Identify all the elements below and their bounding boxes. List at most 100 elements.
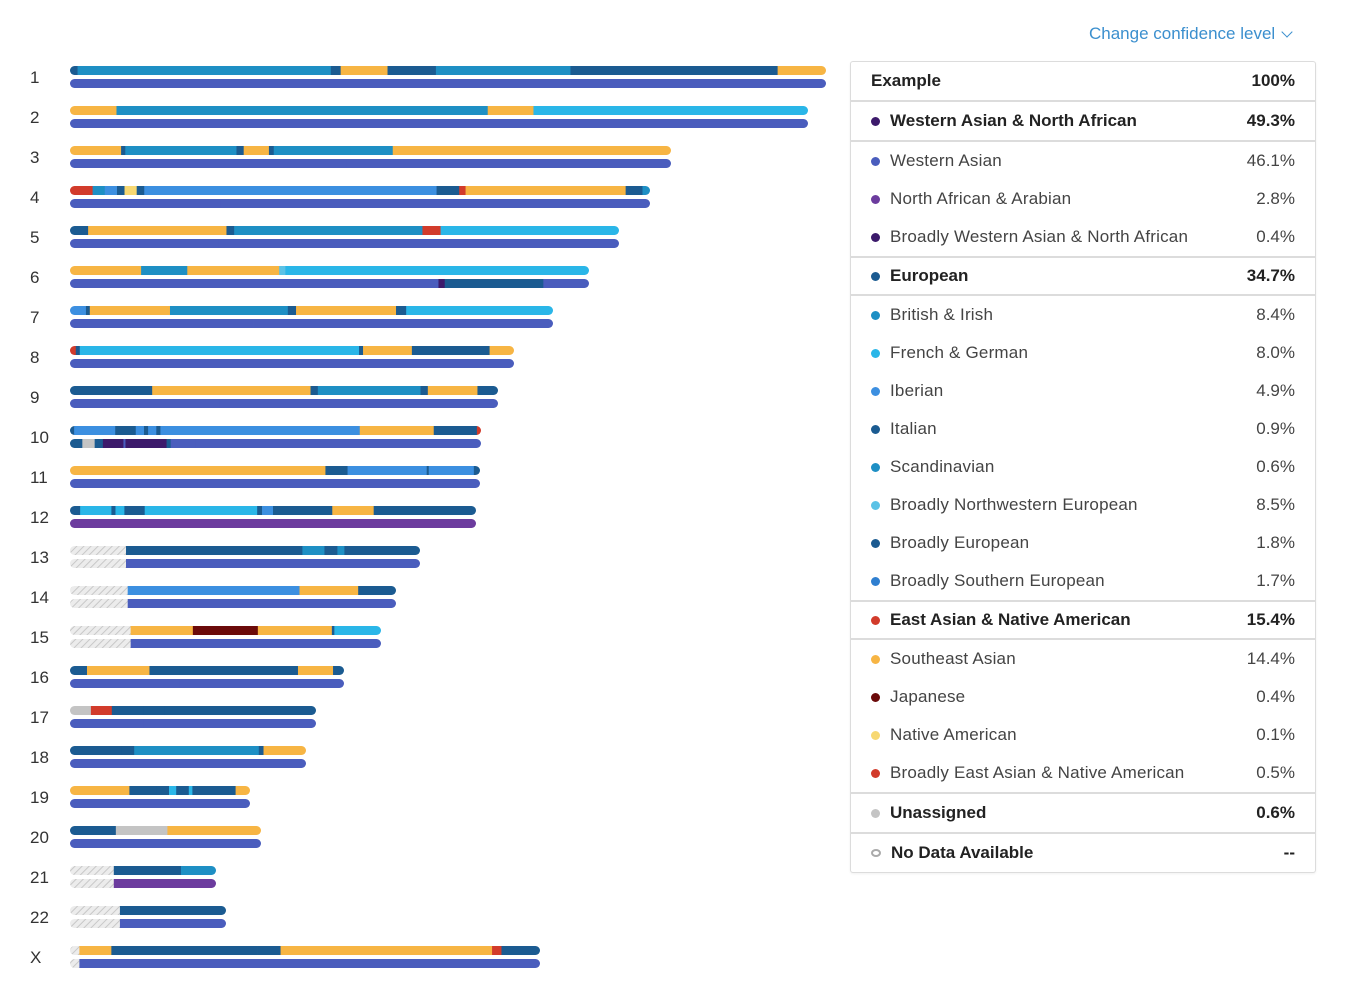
chromosome-copy-top [70,466,480,475]
ancestry-group-percent: -- [1283,843,1295,862]
chromosome-label: 13 [30,548,49,567]
chromosome-copy-bottom [70,159,671,168]
chromosome-20: 20 [30,826,261,848]
ancestry-subgroup-label: Broadly Western Asian & North African [890,227,1189,246]
chromosome-copy-bottom [70,879,216,888]
chromosome-copy-top [70,666,344,675]
ancestry-segment [340,66,388,75]
ancestry-segment [143,706,166,715]
chromosome-5: 5 [30,226,619,248]
ancestry-subgroup-label: French & German [890,343,1029,362]
ancestry-segment [487,106,534,115]
chromosome-copy-top [70,826,261,835]
ancestry-segment [387,66,437,75]
ancestry-group-percent: 15.4% [1246,610,1295,629]
chevron-down-icon [1281,25,1293,38]
ancestry-subgroup-left: Broadly Western Asian & North African [871,227,1188,247]
chromosome-copy-bottom [70,919,226,928]
chromosome-copy-top [70,306,553,315]
ancestry-segment [70,586,129,595]
ancestry-segment [70,839,166,848]
ancestry-subgroup-row[interactable]: North African & Arabian 2.8% [851,180,1315,218]
ancestry-segment [70,479,235,488]
ancestry-subgroup-row[interactable]: Southeast Asian 14.4% [851,640,1315,678]
ancestry-segment [218,386,311,395]
ancestry-segment [126,559,420,568]
ancestry-subgroup-row[interactable]: Iberian 4.9% [851,372,1315,410]
chromosome-copy-bottom [70,599,396,608]
ancestry-segment [297,666,334,675]
ancestry-segment [70,439,83,448]
ancestry-segment [332,506,375,515]
ancestry-subgroup-percent: 2.8% [1256,189,1295,208]
ancestry-subgroup-left: Broadly East Asian & Native American [871,763,1184,783]
ancestry-segment [124,186,138,195]
ancestry-segment [111,706,115,715]
chromosome-copy-bottom [70,239,619,248]
ancestry-segment [350,146,394,155]
chromosome-8: 8 [30,346,514,368]
ancestry-segment [70,279,258,288]
chromosome-label: 7 [30,308,39,327]
ancestry-subgroup-percent: 46.1% [1246,151,1295,170]
ancestry-subgroup-label: Iberian [890,381,944,400]
ancestry-group-row[interactable]: European 34.7% [851,256,1315,296]
color-dot-icon [871,386,880,396]
ancestry-segment [359,426,435,435]
ancestry-subgroup-row[interactable]: Broadly Southern European 1.7% [851,562,1315,600]
ancestry-segment [70,906,121,915]
ancestry-group-label: European [890,266,969,285]
chromosome-copy-top [70,746,306,755]
ancestry-segment [492,946,502,955]
ancestry-group-row[interactable]: East Asian & Native American 15.4% [851,600,1315,640]
ancestry-segment [362,106,489,115]
chromosome-11: 11 [30,466,480,488]
ancestry-subgroup-row[interactable]: Japanese 0.4% [851,678,1315,716]
ancestry-segment [104,186,118,195]
table-header-value: 100% [1251,71,1295,90]
ancestry-segment [435,66,456,75]
ancestry-group-row[interactable]: Unassigned 0.6% [851,792,1315,832]
change-confidence-level-link[interactable]: Change confidence level [1089,24,1293,44]
chromosome-12: 12 [30,506,476,528]
ancestry-subgroup-row[interactable]: Italian 0.9% [851,410,1315,448]
chromosome-copy-top [70,626,381,635]
ancestry-segment [459,186,466,195]
chromosome-copy-bottom [70,79,826,88]
ancestry-subgroup-row[interactable]: Broadly Western Asian & North African 0.4… [851,218,1315,256]
ancestry-segment [70,746,122,755]
chromosome-7: 7 [30,306,553,328]
chromosome-copy-top [70,186,650,195]
ancestry-segment [74,426,116,435]
ancestry-segment [119,919,226,928]
ancestry-segment [176,786,190,795]
ancestry-group-row[interactable]: No Data Available -- [851,832,1315,872]
ancestry-segment [116,186,125,195]
ancestry-subgroup-row[interactable]: Broadly European 1.8% [851,524,1315,562]
ancestry-segment [253,319,553,328]
color-dot-icon [871,156,880,166]
ancestry-group-row[interactable]: Western Asian & North African 49.3% [851,102,1315,142]
ancestry-subgroup-row[interactable]: British & Irish 8.4% [851,296,1315,334]
ancestry-segment [346,159,671,168]
color-dot-icon [871,768,880,778]
ancestry-subgroup-row[interactable]: Western Asian 46.1% [851,142,1315,180]
ancestry-segment [70,359,209,368]
ancestry-subgroup-row[interactable]: Scandinavian 0.6% [851,448,1315,486]
ancestry-segment [476,426,481,435]
ancestry-segment [125,146,237,155]
ancestry-subgroup-row[interactable]: French & German 8.0% [851,334,1315,372]
ancestry-segment [234,226,423,235]
ancestry-segment [70,199,222,208]
ancestry-segment [192,786,236,795]
ancestry-segment [85,306,91,315]
chromosome-19: 19 [30,786,250,808]
ancestry-segment [70,599,129,608]
chromosome-label: 14 [30,588,49,607]
ancestry-subgroup-row[interactable]: Broadly Northwestern European 8.5% [851,486,1315,524]
ancestry-subgroup-row[interactable]: Native American 0.1% [851,716,1315,754]
ancestry-segment [167,826,261,835]
ancestry-subgroup-left: Italian [871,419,937,439]
ancestry-segment [169,786,177,795]
ancestry-subgroup-row[interactable]: Broadly East Asian & Native American 0.5% [851,754,1315,792]
